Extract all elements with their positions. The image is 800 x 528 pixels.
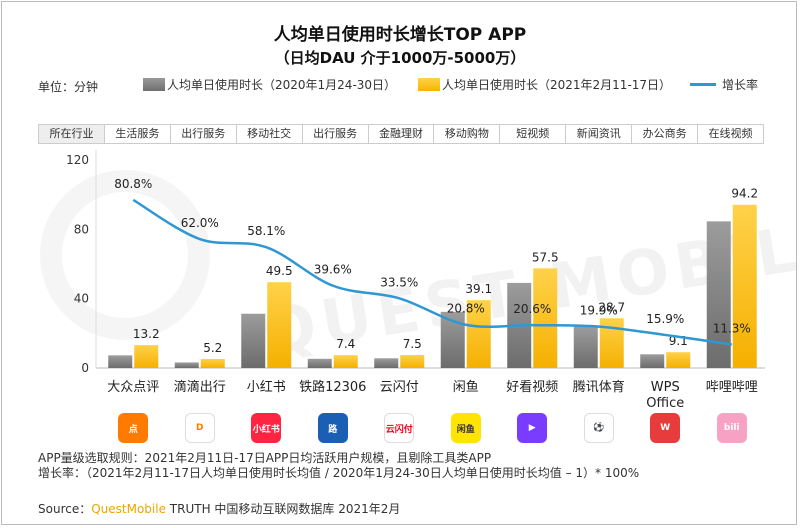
bar-2020 (241, 313, 266, 368)
x-category-label: 云闪付 (380, 380, 419, 395)
x-category-label: 好看视频 (506, 379, 558, 395)
notes: APP量级选取规则：2021年2月11日-17日APP日均活跃用户规模，且剔除工… (38, 451, 639, 481)
bar-value-label: 39.1 (465, 282, 492, 296)
industry-cell: 短视频 (500, 125, 567, 143)
bar-value-label: 28.7 (598, 300, 625, 314)
source-rest: TRUTH 中国移动互联网数据库 2021年2月 (165, 502, 401, 516)
industry-cell: 金融理财 (369, 125, 435, 143)
railway-12306-icon: 路 (317, 413, 348, 443)
unit-label: 单位：分钟 (38, 80, 99, 94)
industry-cell: 在线视频 (708, 127, 753, 140)
bar-2020 (573, 326, 598, 368)
x-category-label: 闲鱼 (453, 379, 479, 395)
legend-series2-label: 人均单日使用时长（2021年2月11-17日） (442, 78, 672, 92)
legend-series2: 人均单日使用时长（2021年2月11-17日） (418, 76, 671, 93)
source-prefix: Source： (38, 502, 92, 516)
bar-value-label: 7.4 (336, 337, 355, 351)
growth-rate-label: 62.0% (181, 216, 219, 230)
bar-2021 (333, 355, 358, 368)
bar-value-label: 57.5 (532, 250, 559, 264)
chart-subtitle: （日均DAU 介于1000万-5000万） (274, 49, 526, 67)
bar-2020 (307, 358, 332, 368)
bar-2021 (533, 268, 558, 368)
wps-icon: W (650, 413, 681, 443)
growth-rate-label: 58.1% (247, 224, 285, 238)
industry-cell: 出行服务 (303, 125, 369, 143)
growth-rate-line (132, 198, 732, 346)
x-category-label: 大众点评 (107, 380, 159, 395)
y-tick-label: 0 (81, 361, 89, 375)
yunshanfu-icon: 云闪付 (384, 413, 415, 443)
growth-rate-label: 19.9% (580, 304, 618, 318)
tencent-sports-icon: ⚽ (583, 413, 614, 443)
industry-cell: 移动社交 (237, 125, 303, 143)
growth-rate-label: 39.6% (314, 263, 352, 277)
notes-growth-formula: 增长率：（2021年2月11-17日人均单日使用时长均值 / 2020年1月24… (38, 466, 640, 480)
chart-title: 人均单日使用时长增长TOP APP (273, 25, 527, 45)
legend-series1: 人均单日使用时长（2020年1月24-30日） (143, 76, 396, 93)
notes-rule: APP量级选取规则：2021年2月11日-17日APP日均活跃用户规模，且剔除工… (38, 451, 492, 465)
industry-cell: 生活服务 (105, 125, 171, 143)
x-category-label: 滴滴出行 (174, 379, 226, 395)
legend-line-label: 增长率 (722, 78, 759, 92)
x-category-label: 哔哩哔哩 (706, 380, 758, 395)
y-tick-label: 80 (74, 222, 89, 236)
x-category-label: 铁路12306 (299, 379, 366, 395)
x-category-label: 腾讯体育 (573, 379, 625, 395)
industry-header: 所在行业 (39, 125, 105, 143)
haokan-icon: ▶ (517, 413, 548, 443)
bilibili-icon: bili (716, 413, 747, 443)
bar-2020 (706, 221, 731, 368)
industry-cell: 办公商务 (632, 125, 699, 143)
bar-2021 (200, 358, 225, 368)
bar-2021 (400, 355, 425, 368)
bar-value-label: 94.2 (731, 187, 758, 201)
xianyu-icon: 闲鱼 (450, 413, 481, 443)
bar-2021 (466, 300, 491, 368)
xiaohongshu-icon: 小红书 (251, 413, 282, 443)
didi-icon: D (184, 413, 215, 443)
growth-rate-label: 80.8% (114, 177, 152, 191)
x-category-label: 小红书 (247, 379, 286, 395)
bar-2020 (174, 362, 199, 368)
legend-line-swatch (690, 83, 716, 86)
bar-2020 (108, 355, 133, 368)
y-tick-label: 120 (66, 153, 89, 167)
bar-value-label: 49.5 (266, 264, 293, 278)
legend-gray-swatch (143, 78, 165, 91)
source-line: Source：QuestMobile TRUTH 中国移动互联网数据库 2021… (38, 500, 400, 517)
growth-rate-label: 20.6% (513, 302, 551, 316)
y-tick-label: 40 (74, 292, 89, 306)
x-category-label: WPS (651, 380, 680, 395)
x-category-label: Office (646, 396, 684, 411)
growth-rate-label: 33.5% (380, 275, 418, 289)
growth-rate-label: 11.3% (713, 321, 751, 335)
bar-2020 (640, 354, 665, 368)
bar-2020 (374, 358, 399, 368)
industry-cell: 移动购物 (434, 125, 501, 143)
bar-value-label: 7.5 (403, 337, 422, 351)
bar-2021 (267, 282, 292, 368)
industry-row: 所在行业 生活服务 出行服务 移动社交 出行服务 金融理财 移动购物 短视频 新… (38, 124, 764, 144)
legend-yellow-swatch (418, 78, 440, 91)
growth-rate-label: 15.9% (646, 312, 684, 326)
bar-value-label: 5.2 (203, 341, 222, 355)
dianping-icon: 点 (118, 413, 149, 443)
industry-cell: 出行服务 (171, 125, 237, 143)
source-brand: QuestMobile (91, 502, 166, 516)
bar-2021 (134, 345, 159, 368)
industry-cell: 新闻资讯 (566, 125, 633, 143)
bar-2021 (732, 204, 757, 368)
growth-rate-label: 20.8% (447, 302, 485, 316)
legend-line: 增长率 (690, 76, 758, 93)
bar-2021 (599, 318, 624, 368)
legend-series1-label: 人均单日使用时长（2020年1月24-30日） (167, 78, 397, 92)
bar-2021 (666, 352, 691, 368)
bar-value-label: 13.2 (133, 327, 160, 341)
